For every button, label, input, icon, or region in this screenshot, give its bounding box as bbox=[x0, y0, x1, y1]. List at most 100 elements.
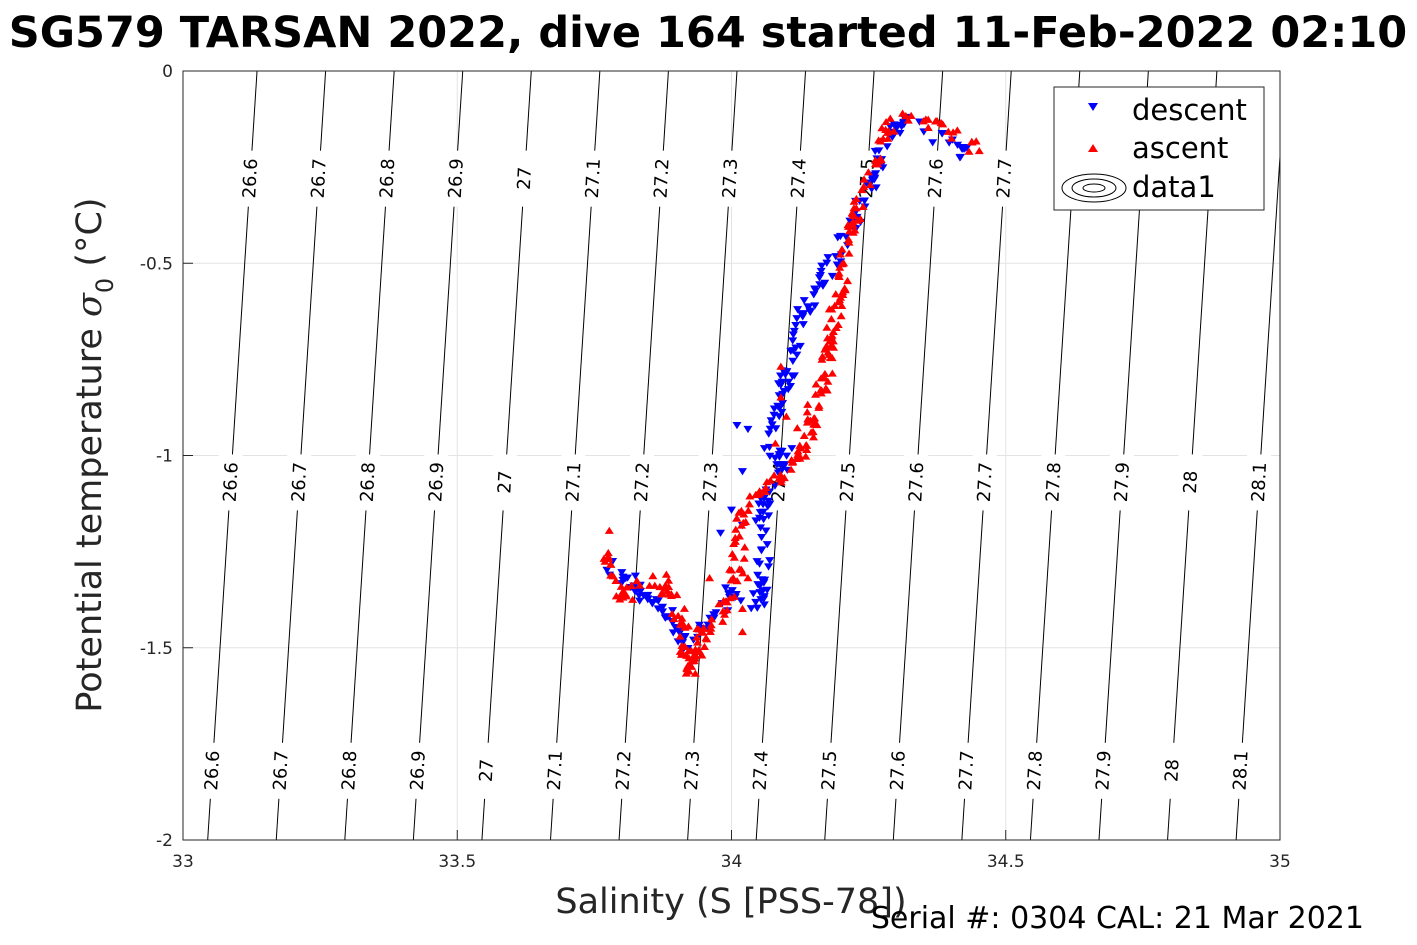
point-ascent bbox=[718, 617, 728, 625]
point-ascent bbox=[810, 414, 820, 422]
point-descent bbox=[762, 541, 772, 549]
point-descent bbox=[953, 141, 963, 149]
point-ascent bbox=[679, 604, 689, 612]
point-ascent bbox=[732, 514, 742, 522]
contour-label-bg bbox=[923, 150, 948, 207]
point-ascent bbox=[877, 124, 887, 132]
contour-label-27.1: 27.1 bbox=[562, 462, 585, 503]
point-ascent bbox=[776, 362, 786, 370]
point-descent bbox=[791, 321, 801, 330]
point-descent bbox=[765, 557, 775, 565]
y-tick-label: -2 bbox=[156, 831, 173, 851]
point-ascent bbox=[669, 614, 679, 623]
point-ascent bbox=[821, 384, 831, 392]
point-ascent bbox=[844, 235, 854, 243]
contour-label-26.8: 26.8 bbox=[357, 462, 380, 503]
contour-label-27.2: 27.2 bbox=[650, 158, 673, 199]
point-descent bbox=[815, 281, 825, 289]
point-descent bbox=[630, 588, 640, 596]
point-ascent bbox=[648, 572, 658, 580]
contour-label-27.9: 27.9 bbox=[1092, 750, 1115, 791]
point-ascent bbox=[737, 521, 747, 529]
contour-label-26.6: 26.6 bbox=[201, 750, 224, 791]
point-ascent bbox=[834, 271, 844, 279]
point-ascent bbox=[792, 424, 802, 432]
contour-label-27.7: 27.7 bbox=[974, 462, 997, 503]
point-descent bbox=[787, 445, 797, 453]
point-ascent bbox=[971, 137, 981, 145]
point-descent bbox=[694, 621, 704, 629]
point-descent bbox=[751, 598, 761, 607]
point-ascent bbox=[743, 574, 753, 582]
point-ascent bbox=[657, 590, 667, 598]
contour-label-bg bbox=[561, 454, 586, 511]
contour-label-bg bbox=[405, 742, 430, 799]
point-ascent bbox=[721, 597, 731, 605]
point-ascent bbox=[786, 465, 796, 473]
point-ascent bbox=[848, 209, 858, 217]
point-ascent bbox=[859, 175, 869, 183]
point-descent bbox=[635, 597, 645, 605]
point-descent bbox=[774, 413, 784, 421]
contour-label-27.6: 27.6 bbox=[905, 462, 928, 503]
point-ascent bbox=[881, 117, 891, 126]
point-ascent bbox=[776, 478, 786, 486]
point-ascent bbox=[799, 431, 809, 440]
point-descent bbox=[721, 584, 731, 592]
contour-label-26.6: 26.6 bbox=[220, 462, 243, 503]
point-ascent bbox=[921, 115, 931, 123]
point-ascent bbox=[883, 134, 893, 142]
point-ascent bbox=[876, 137, 886, 145]
point-descent bbox=[809, 291, 819, 299]
point-ascent bbox=[825, 343, 835, 351]
contour-label-bg bbox=[268, 742, 293, 799]
point-ascent bbox=[794, 451, 804, 459]
point-descent bbox=[653, 605, 663, 613]
legend-box bbox=[1053, 86, 1265, 211]
point-descent bbox=[775, 461, 785, 469]
point-descent bbox=[841, 233, 851, 241]
point-ascent bbox=[728, 574, 738, 582]
point-ascent bbox=[603, 548, 613, 557]
contour-label-bg bbox=[542, 742, 567, 799]
legend-marker-contour-icon bbox=[1061, 173, 1127, 203]
y-axis-label-unit: (°C) bbox=[70, 197, 110, 277]
point-ascent bbox=[903, 116, 913, 124]
point-ascent bbox=[606, 560, 616, 568]
point-ascent bbox=[611, 576, 621, 584]
point-ascent bbox=[931, 117, 941, 125]
contour-label-26.9: 26.9 bbox=[407, 750, 430, 791]
point-ascent bbox=[974, 146, 984, 155]
point-descent bbox=[759, 579, 769, 587]
point-descent bbox=[804, 303, 814, 311]
point-descent bbox=[755, 589, 765, 597]
point-ascent bbox=[675, 632, 685, 640]
point-ascent bbox=[616, 582, 626, 590]
point-ascent bbox=[655, 582, 665, 591]
point-ascent bbox=[898, 109, 908, 117]
contour-label-26.9: 26.9 bbox=[445, 158, 468, 199]
point-descent bbox=[776, 372, 786, 380]
point-descent bbox=[762, 586, 772, 594]
contour-label-27: 27 bbox=[494, 470, 516, 494]
point-ascent bbox=[705, 574, 715, 582]
point-descent bbox=[764, 430, 774, 438]
point-ascent bbox=[876, 155, 886, 164]
contour-label-27: 27 bbox=[476, 759, 498, 783]
point-ascent bbox=[606, 571, 616, 579]
x-tick-label: 34 bbox=[721, 852, 743, 872]
point-descent bbox=[871, 184, 881, 192]
point-descent bbox=[755, 560, 765, 568]
point-descent bbox=[759, 595, 769, 603]
point-ascent bbox=[604, 526, 614, 534]
contour-label-27.4: 27.4 bbox=[788, 158, 811, 199]
point-descent bbox=[891, 125, 901, 133]
point-descent bbox=[754, 500, 764, 508]
point-descent bbox=[668, 629, 678, 637]
point-descent bbox=[757, 533, 767, 542]
point-descent bbox=[680, 634, 690, 642]
contour-label-27.2: 27.2 bbox=[612, 750, 635, 791]
point-ascent bbox=[781, 412, 791, 420]
contour-label-bg bbox=[512, 150, 537, 207]
